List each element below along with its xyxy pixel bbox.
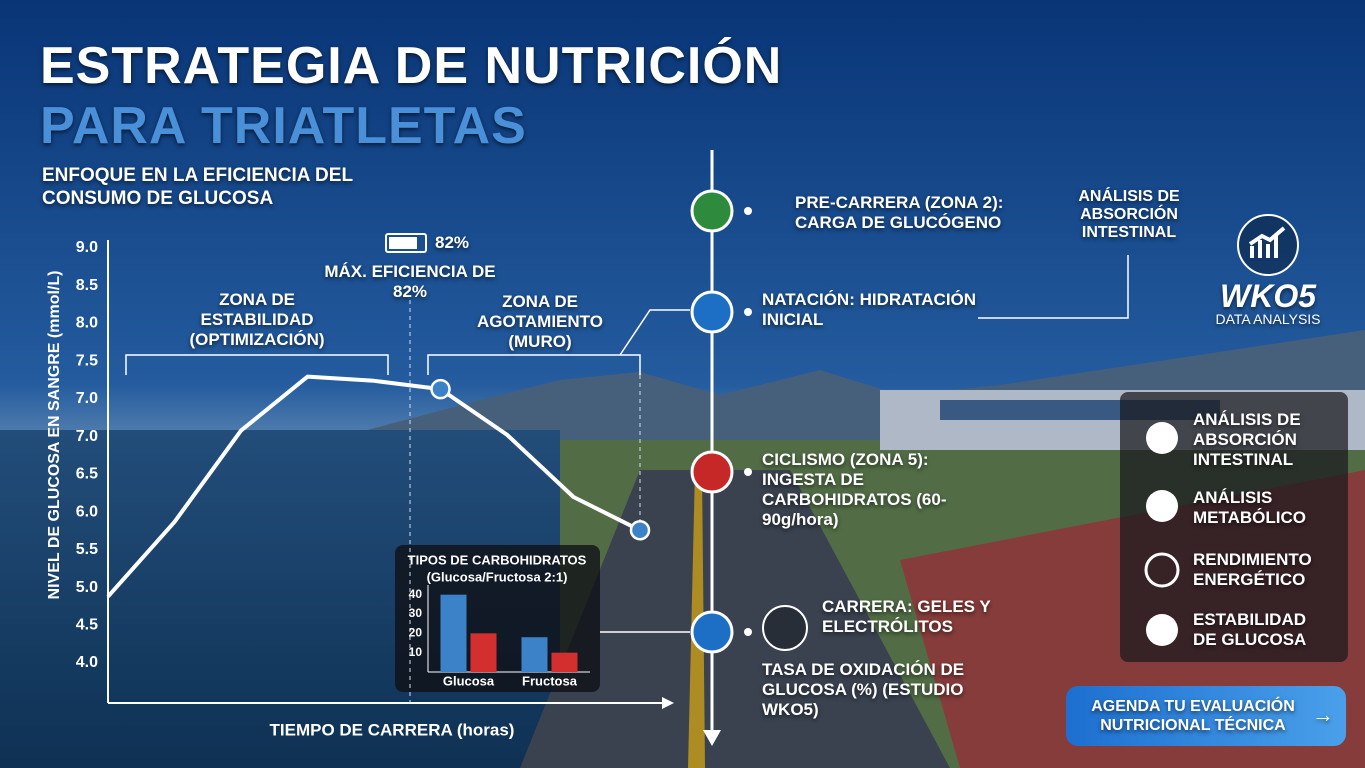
y-tick-label: 4.5 — [76, 616, 98, 633]
highlight-point — [629, 519, 651, 541]
title: PARA TRIATLETAS — [40, 97, 527, 155]
y-tick-label: 6.0 — [76, 503, 98, 520]
y-tick-label: 20 — [409, 626, 423, 640]
chart-title: TIPOS DE CARBOHIDRATOS — [408, 552, 587, 567]
y-tick-label: 10 — [409, 645, 423, 659]
brand-name: WKO5 — [1220, 278, 1316, 314]
cta-arrow[interactable]: → — [1312, 702, 1334, 727]
feature-icons — [1144, 422, 1180, 646]
chart-subtitle: (Glucosa/Fructosa 2:1) — [427, 569, 568, 584]
bar — [470, 633, 497, 672]
y-tick-label: 5.5 — [76, 541, 98, 558]
annotation: ZONA DE AGOTAMIENTO (MURO) — [477, 292, 603, 351]
note: TASA DE OXIDACIÓN DE GLUCOSA (%) (ESTUDI… — [762, 660, 965, 719]
y-tick-label: 8.0 — [76, 315, 98, 332]
timeline-label: CARRERA: GELES Y ELECTRÓLITOS — [822, 597, 991, 636]
feature: ESTABILIDAD DE GLUCOSA — [1193, 610, 1307, 649]
timeline-label: NATACIÓN: HIDRATACIÓN INICIAL — [762, 290, 977, 329]
y-tick-label: 7.0 — [76, 428, 98, 445]
brand-tagline: DATA ANALYSIS — [1215, 311, 1321, 327]
timeline-label: CICLISMO (ZONA 5): INGESTA DE CARBOHIDRA… — [762, 450, 947, 529]
y-tick-label: 7.5 — [76, 352, 98, 369]
axis-title: NIVEL DE GLUCOSA EN SANGRE (mmol/L) — [46, 271, 63, 600]
y-tick-label: 30 — [409, 606, 423, 620]
y-tick-label: 40 — [409, 587, 423, 601]
bracket — [125, 354, 389, 375]
bar — [551, 652, 578, 672]
note: ANÁLISIS DE ABSORCIÓN INTESTINAL — [1078, 188, 1180, 241]
annotation: ZONA DE ESTABILIDAD (OPTIMIZACIÓN) — [189, 290, 325, 349]
bracket — [427, 354, 641, 375]
timeline-label: PRE-CARRERA (ZONA 2): CARGA DE GLUCÓGENO — [795, 193, 1004, 232]
x-axis-arrow — [662, 697, 674, 709]
y-tick-label: 4.0 — [76, 654, 98, 671]
glucose-line — [106, 374, 641, 598]
y-tick-label: 9.0 — [76, 239, 98, 256]
cta-label[interactable]: AGENDA TU EVALUACIÓN NUTRICIONAL TÉCNICA — [1091, 698, 1295, 734]
annotation: 82% — [435, 233, 470, 252]
timeline-icons — [690, 189, 808, 654]
title: ESTRATEGIA DE NUTRICIÓN — [40, 37, 783, 95]
feature: ANÁLISIS METABÓLICO — [1193, 488, 1307, 527]
feature: ANÁLISIS DE ABSORCIÓN INTESTINAL — [1193, 410, 1301, 469]
y-tick-label: 6.5 — [76, 466, 98, 483]
feature: RENDIMIENTO ENERGÉTICO — [1193, 550, 1312, 589]
bar — [521, 637, 548, 672]
subtitle: ENFOQUE EN LA EFICIENCIA DEL CONSUMO DE … — [42, 165, 353, 209]
y-tick-label: 5.0 — [76, 579, 98, 596]
y-tick-label: 8.5 — [76, 277, 98, 294]
axis-title: TIEMPO DE CARRERA (horas) — [270, 720, 515, 739]
x-tick-label: Fructosa — [522, 673, 578, 688]
cta-button[interactable] — [1066, 686, 1346, 746]
y-tick-label: 7.0 — [76, 390, 98, 407]
battery-icon — [385, 233, 427, 253]
bar — [440, 594, 467, 672]
annotation: MÁX. EFICIENCIA DE 82% — [324, 262, 496, 301]
x-tick-label: Glucosa — [443, 673, 495, 688]
highlight-point — [430, 378, 451, 400]
